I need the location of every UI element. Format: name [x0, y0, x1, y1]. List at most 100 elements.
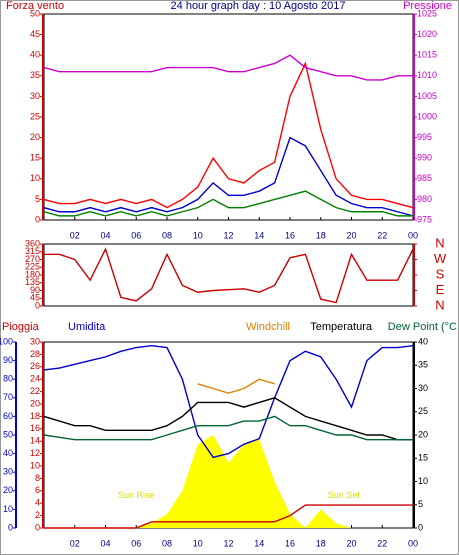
x-tick-label: 08: [162, 538, 172, 548]
y-tick-label: 315: [25, 246, 40, 256]
x-tick-label: 06: [131, 230, 141, 240]
series-line: [43, 190, 413, 217]
x-tick-label: 04: [100, 538, 110, 548]
x-tick-label: 02: [70, 538, 80, 548]
y-tick-label: 18: [30, 411, 40, 421]
annotation: Sun Set: [328, 490, 361, 500]
y-tick-label: W: [434, 251, 447, 266]
y-tick-label: 985: [417, 173, 432, 183]
y-tick-label: 180: [25, 269, 40, 279]
y-tick-label: 60: [3, 411, 13, 421]
y-tick-label: 50: [30, 8, 40, 18]
x-tick-label: 10: [193, 230, 203, 240]
y-tick-label: 28: [30, 349, 40, 359]
series-line: [43, 397, 413, 441]
y-tick-label: 100: [0, 336, 13, 346]
y-tick-label: 5: [35, 194, 40, 204]
legend-label: Pioggia: [2, 321, 40, 333]
series-line: [44, 247, 414, 304]
y-tick-label: 270: [25, 254, 40, 264]
series-line: [43, 61, 414, 209]
series-line: [44, 504, 413, 529]
x-tick-label: 12: [223, 538, 233, 548]
y-tick-label: 20: [418, 429, 428, 439]
y-tick-label: 40: [30, 50, 40, 60]
y-tick-label: S: [436, 266, 445, 281]
y-tick-label: 0: [418, 522, 423, 532]
series-line: [43, 136, 414, 217]
y-tick-label: N: [435, 297, 444, 312]
y-axis-title: Forza vento: [6, 0, 64, 12]
y-tick-label: 12: [30, 448, 40, 458]
y-tick-label: 1015: [417, 50, 437, 60]
y-tick-label: 360: [25, 238, 40, 248]
x-tick-label: 18: [316, 230, 326, 240]
y-tick-label: 10: [30, 460, 40, 470]
x-tick-label: 20: [346, 538, 356, 548]
x-tick-label: 22: [377, 538, 387, 548]
y-tick-label: 975: [417, 214, 432, 224]
y-tick-label: 1005: [417, 91, 437, 101]
legend-label: Dew Point (°C: [388, 321, 457, 333]
y-tick-label: 1000: [417, 111, 437, 121]
y-tick-label: 0: [35, 214, 40, 224]
x-tick-label: 18: [316, 538, 326, 548]
x-tick-label: 00: [408, 230, 418, 240]
y-tick-label: 16: [30, 423, 40, 433]
y-tick-label: 26: [30, 361, 40, 371]
x-tick-label: 14: [254, 230, 264, 240]
y-tick-label: 10: [418, 476, 428, 486]
series-line: [197, 378, 275, 394]
y-tick-label: 990: [417, 153, 432, 163]
y-tick-label: 24: [30, 374, 40, 384]
y-tick-label: 22: [30, 386, 40, 396]
y-tick-label: 25: [418, 406, 428, 416]
x-tick-label: 22: [377, 230, 387, 240]
y-tick-label: 40: [3, 448, 13, 458]
annotation: Sun Rise: [118, 490, 155, 500]
y-tick-label: 80: [3, 374, 13, 384]
x-tick-label: 00: [408, 538, 418, 548]
y-tick-label: 225: [25, 262, 40, 272]
y-tick-label: 20: [30, 132, 40, 142]
y-tick-label: 8: [35, 473, 40, 483]
y-tick-label: 4: [35, 498, 40, 508]
y-tick-label: 25: [30, 111, 40, 121]
series-line: [43, 415, 413, 441]
y-tick-label: 20: [3, 485, 13, 495]
y-tick-label: 15: [30, 153, 40, 163]
x-tick-label: 16: [285, 230, 295, 240]
x-tick-label: 06: [131, 538, 141, 548]
y-tick-label: 30: [30, 336, 40, 346]
y-tick-label: 20: [30, 398, 40, 408]
y-tick-label: 30: [3, 467, 13, 477]
y-tick-label: 70: [3, 392, 13, 402]
y-tick-label: E: [436, 282, 445, 297]
y-tick-label: 0: [35, 300, 40, 310]
legend-label: Umidita: [68, 321, 106, 333]
series-line: [43, 54, 413, 81]
y-tick-label: 980: [417, 194, 432, 204]
y-tick-label: 135: [25, 277, 40, 287]
y-tick-label: 14: [30, 436, 40, 446]
y-tick-label: 30: [418, 383, 428, 393]
chart-title: 24 hour graph day : 10 Agosto 2017: [171, 0, 346, 12]
x-tick-label: 16: [285, 538, 295, 548]
y-tick-label: 45: [30, 29, 40, 39]
y-tick-label: 30: [30, 91, 40, 101]
x-tick-label: 10: [193, 538, 203, 548]
y-tick-label: 6: [35, 485, 40, 495]
series-line: [43, 345, 414, 459]
y-tick-label: 995: [417, 132, 432, 142]
y-tick-label: 90: [3, 355, 13, 365]
x-tick-label: 12: [223, 230, 233, 240]
y-tick-label: 50: [3, 429, 13, 439]
y-tick-label: 1020: [417, 29, 437, 39]
legend-label: Temperatura: [310, 321, 373, 333]
y-tick-label: 40: [418, 336, 428, 346]
plot-area: [43, 243, 414, 307]
y-tick-label: 10: [3, 504, 13, 514]
y-tick-label: 15: [418, 453, 428, 463]
y-tick-label: 35: [418, 360, 428, 370]
